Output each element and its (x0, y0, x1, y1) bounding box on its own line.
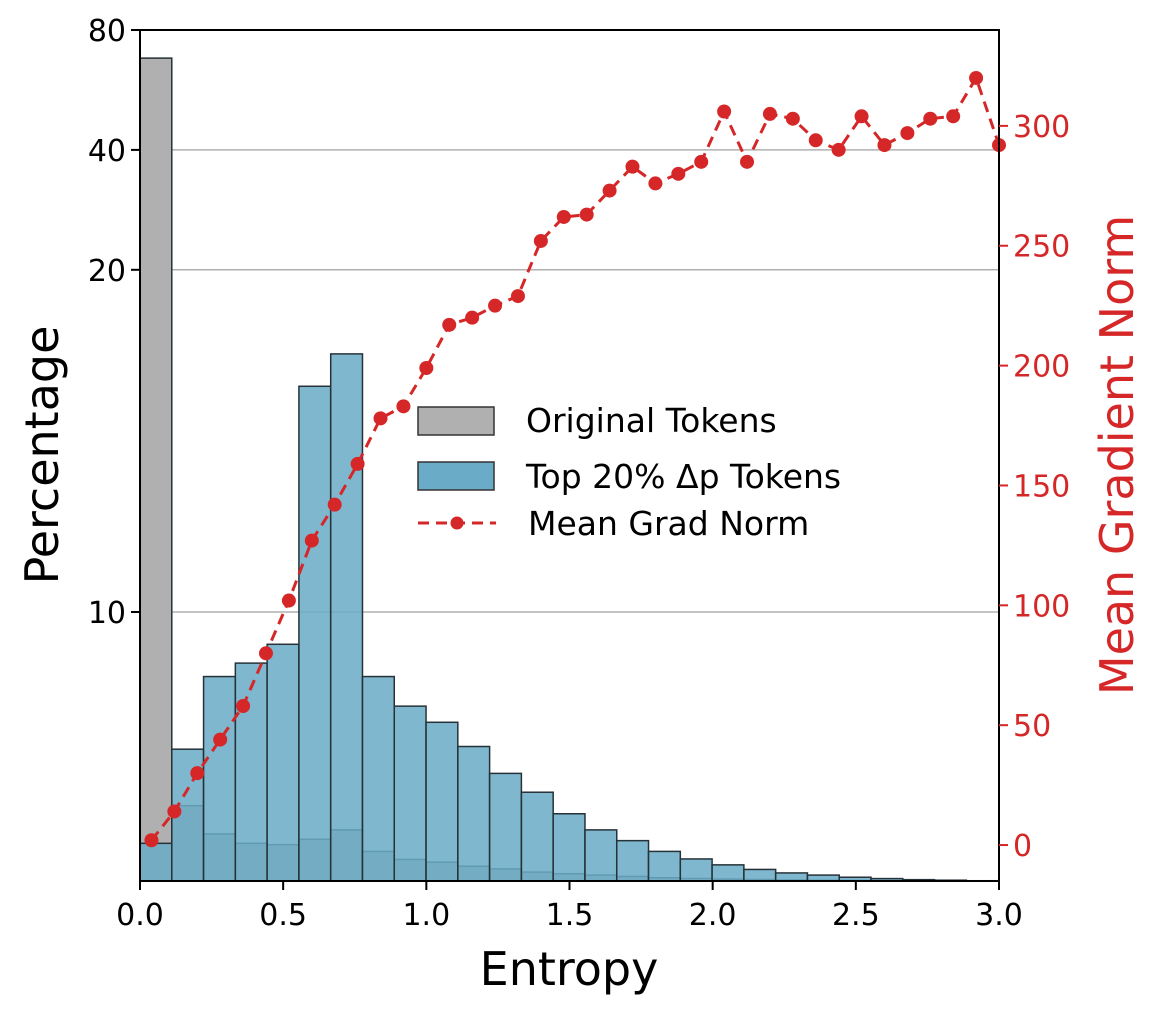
legend-swatch-original (417, 406, 495, 436)
y2-axis-title: Mean Gradient Norm (1090, 215, 1144, 695)
x-tick-label-6: 3.0 (975, 898, 1023, 933)
grad-norm-point-18 (556, 209, 571, 224)
grad-norm-point-13 (442, 317, 457, 332)
top-bar-6 (329, 353, 364, 882)
grad-norm-point-26 (740, 154, 755, 169)
grad-norm-point-32 (877, 138, 892, 153)
x-tick-label-2: 1.0 (402, 898, 450, 933)
grad-norm-point-30 (831, 142, 846, 157)
y2-axis-ticks: 0 50 100 150 200 250 300 (999, 110, 1070, 864)
grad-norm-point-35 (946, 109, 961, 124)
x-axis-title: Entropy (480, 942, 659, 996)
grad-norm-point-5 (258, 646, 273, 661)
grad-norm-point-11 (396, 399, 411, 414)
x-tick-label-5: 2.5 (832, 898, 880, 933)
legend-label-top: Top 20% Δp Tokens (525, 457, 841, 496)
top-bar-9 (425, 721, 459, 882)
grad-norm-point-16 (510, 289, 525, 304)
grad-norm-point-28 (785, 111, 800, 126)
top-bar-20 (774, 872, 809, 882)
grad-norm-point-1 (167, 804, 182, 819)
grad-norm-line (144, 70, 1006, 848)
top-bar-16 (647, 850, 682, 882)
grad-norm-point-24 (694, 154, 709, 169)
y-axis-title: Percentage (15, 326, 69, 585)
grad-norm-point-25 (717, 104, 732, 119)
top-bar-12 (520, 791, 554, 882)
grad-norm-point-10 (373, 411, 388, 426)
y2-tick-label-5: 250 (1013, 230, 1070, 265)
legend-label-line: Mean Grad Norm (528, 504, 809, 543)
grad-norm-point-21 (625, 159, 640, 174)
top-bar-10 (457, 745, 491, 882)
top-bar-3 (234, 662, 268, 882)
legend-swatch-top (417, 461, 495, 491)
top-bar-11 (488, 772, 523, 882)
legend-swatch-marker (450, 516, 464, 530)
top-bar-8 (393, 705, 427, 882)
y-axis-ticks: 10 20 40 80 (88, 14, 140, 631)
legend: Original Tokens Top 20% Δp Tokens Mean G… (417, 401, 841, 543)
y2-tick-label-2: 100 (1013, 589, 1070, 624)
grad-norm-point-33 (900, 126, 915, 141)
grad-norm-point-23 (671, 166, 686, 181)
top-bar-14 (584, 829, 618, 882)
top-bar-2 (202, 675, 237, 882)
y2-tick-label-6: 300 (1013, 110, 1070, 145)
x-tick-label-3: 1.5 (546, 898, 594, 933)
grad-norm-point-14 (465, 310, 480, 325)
top-bar-13 (552, 813, 586, 882)
grad-norm-point-31 (854, 109, 869, 124)
grad-norm-point-2 (190, 766, 205, 781)
grad-norm-point-8 (327, 497, 342, 512)
legend-label-original: Original Tokens (526, 401, 777, 440)
grad-norm-point-15 (488, 298, 503, 313)
y-tick-label-1: 20 (88, 254, 126, 289)
y2-tick-label-3: 150 (1013, 469, 1070, 504)
grad-norm-point-4 (236, 699, 251, 714)
grad-norm-point-27 (762, 106, 777, 121)
grad-norm-point-3 (213, 732, 228, 747)
y2-tick-label-1: 50 (1013, 709, 1051, 744)
x-tick-label-4: 2.0 (689, 898, 737, 933)
x-tick-label-1: 0.5 (259, 898, 307, 933)
x-axis-ticks: 0.0 0.5 1.0 1.5 2.0 2.5 3.0 (116, 881, 1023, 933)
top-bar-7 (361, 675, 396, 882)
grad-norm-point-0 (144, 833, 159, 848)
grad-norm-point-6 (281, 593, 296, 608)
grad-norm-point-22 (648, 176, 663, 191)
grad-norm-point-9 (350, 456, 365, 471)
x-tick-label-0: 0.0 (116, 898, 164, 933)
top-bar-17 (679, 858, 713, 882)
grad-norm-point-36 (969, 70, 984, 85)
y2-tick-label-4: 200 (1013, 350, 1070, 385)
grad-norm-point-20 (602, 183, 617, 198)
grad-norm-point-34 (923, 111, 938, 126)
grad-norm-point-19 (579, 207, 594, 222)
top-bar-18 (711, 864, 745, 882)
y-tick-label-3: 80 (88, 14, 126, 49)
top-bar-4 (266, 643, 300, 882)
grad-norm-point-17 (533, 233, 548, 248)
y2-tick-label-0: 0 (1013, 829, 1032, 864)
top-bar-19 (743, 868, 777, 882)
top-bar-15 (615, 839, 650, 882)
original-bar-0 (139, 57, 173, 882)
grad-norm-point-7 (304, 533, 319, 548)
y-tick-label-2: 40 (88, 134, 126, 169)
grad-norm-point-12 (419, 361, 434, 376)
top-bar-0 (139, 842, 173, 882)
grad-norm-point-29 (808, 133, 823, 148)
y-tick-label-0: 10 (88, 596, 126, 631)
top-bar-5 (298, 385, 332, 882)
